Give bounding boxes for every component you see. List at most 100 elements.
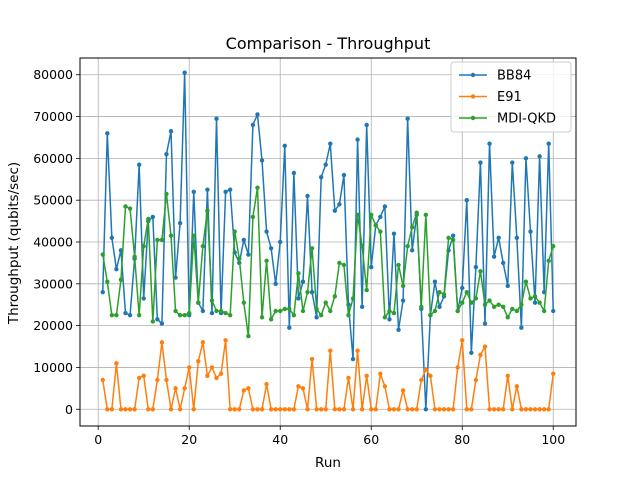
bb84-point (510, 160, 515, 165)
bb84-point (136, 162, 142, 167)
bb84-point (173, 275, 178, 280)
bb84-point (177, 220, 183, 226)
e91-point (164, 377, 169, 383)
mdi-qkd-point (346, 312, 351, 318)
bb84-point (268, 246, 274, 251)
mdi-qkd-point (273, 308, 278, 314)
mdi-qkd-point (132, 254, 137, 259)
bb84-point (482, 321, 488, 326)
bb84-point (191, 189, 196, 195)
e91-point (460, 338, 465, 343)
e91-point (400, 388, 406, 393)
e91-point (473, 377, 479, 383)
mdi-qkd-point (387, 308, 392, 314)
e91-point (278, 407, 283, 412)
e91-point (419, 377, 424, 383)
e91-point (414, 407, 419, 412)
mdi-qkd-point (296, 271, 301, 276)
mdi-qkd-point (500, 304, 506, 310)
y-tick-label: 80000 (33, 67, 73, 82)
mdi-qkd-point (400, 283, 406, 289)
mdi-qkd-point (155, 237, 160, 243)
e91-point (500, 407, 506, 412)
y-tick-label: 20000 (33, 318, 73, 333)
e91-point (437, 407, 442, 412)
mdi-qkd-point (300, 308, 306, 314)
bb84-point (332, 208, 338, 213)
bb84-point (387, 317, 392, 322)
bb84-point (273, 281, 278, 287)
e91-point (519, 407, 524, 412)
e91-point (346, 375, 351, 381)
mdi-qkd-point (318, 312, 324, 318)
bb84-point (200, 308, 206, 314)
e91-point (155, 377, 160, 383)
e91-point (409, 407, 415, 412)
bb84-point (528, 229, 533, 234)
bb84-point (100, 289, 105, 295)
e91-point (196, 358, 201, 364)
mdi-qkd-point (523, 279, 529, 284)
mdi-qkd-point (227, 312, 233, 318)
e91-point (150, 407, 156, 412)
bb84-point (255, 112, 260, 117)
mdi-qkd-point (510, 306, 515, 312)
e91-point (369, 407, 374, 412)
e91-point (523, 407, 529, 412)
mdi-qkd-point (127, 206, 133, 211)
mdi-qkd-point (118, 277, 124, 282)
e91-point (318, 407, 324, 412)
bb84-point (127, 312, 133, 318)
mdi-qkd-point (546, 258, 551, 264)
mdi-qkd-point (218, 308, 224, 314)
e91-point (282, 407, 287, 412)
y-tick-label: 70000 (33, 109, 73, 124)
mdi-qkd-point (414, 210, 419, 215)
legend-marker (470, 94, 476, 99)
bb84-point (150, 214, 156, 220)
y-axis-ticks: 0 10000 20000 30000 40000 50000 60000 70000 8000… (33, 67, 80, 417)
e91-point (491, 407, 497, 412)
bb84-point (246, 252, 251, 257)
mdi-qkd-point (287, 306, 292, 312)
y-tick-label: 30000 (33, 276, 73, 291)
e91-point (255, 407, 260, 412)
e91-point (241, 388, 247, 393)
e91-point (218, 371, 224, 376)
legend-box (450, 61, 572, 133)
bb84-point (209, 310, 215, 316)
e91-point (341, 407, 347, 412)
mdi-qkd-point (309, 246, 315, 251)
series-mdi-qkd (100, 185, 556, 339)
mdi-qkd-point (355, 212, 360, 218)
e91-point (291, 407, 297, 412)
mdi-qkd-point (378, 229, 383, 234)
bb84-point (500, 260, 506, 266)
e91-point (382, 384, 388, 389)
bb84-point (532, 300, 538, 305)
legend-item-e91: E91 (459, 90, 522, 105)
e91-point (510, 407, 515, 412)
mdi-qkd-point (268, 317, 274, 322)
bb84-point (478, 160, 483, 165)
e91-point (268, 407, 274, 412)
bb84-point (396, 327, 401, 333)
x-tick-label: 80 (454, 432, 470, 447)
bb84-point (469, 350, 474, 356)
mdi-qkd-point (478, 269, 483, 274)
mdi-qkd-point (150, 319, 156, 324)
bb84-point (341, 172, 347, 178)
mdi-qkd-point (314, 306, 319, 312)
mdi-qkd-point (196, 300, 201, 305)
e91-point (496, 407, 501, 412)
e91-point (250, 407, 256, 412)
e91-point (237, 407, 242, 412)
mdi-qkd-point (482, 302, 488, 307)
mdi-qkd-point (428, 312, 433, 318)
e91-point (505, 373, 510, 379)
bb84-point (337, 202, 342, 207)
bb84-point (464, 197, 469, 203)
e91-point (136, 375, 142, 381)
mdi-qkd-point (250, 214, 256, 220)
y-axis-label: Throughput (qubits/sec) (6, 162, 22, 325)
